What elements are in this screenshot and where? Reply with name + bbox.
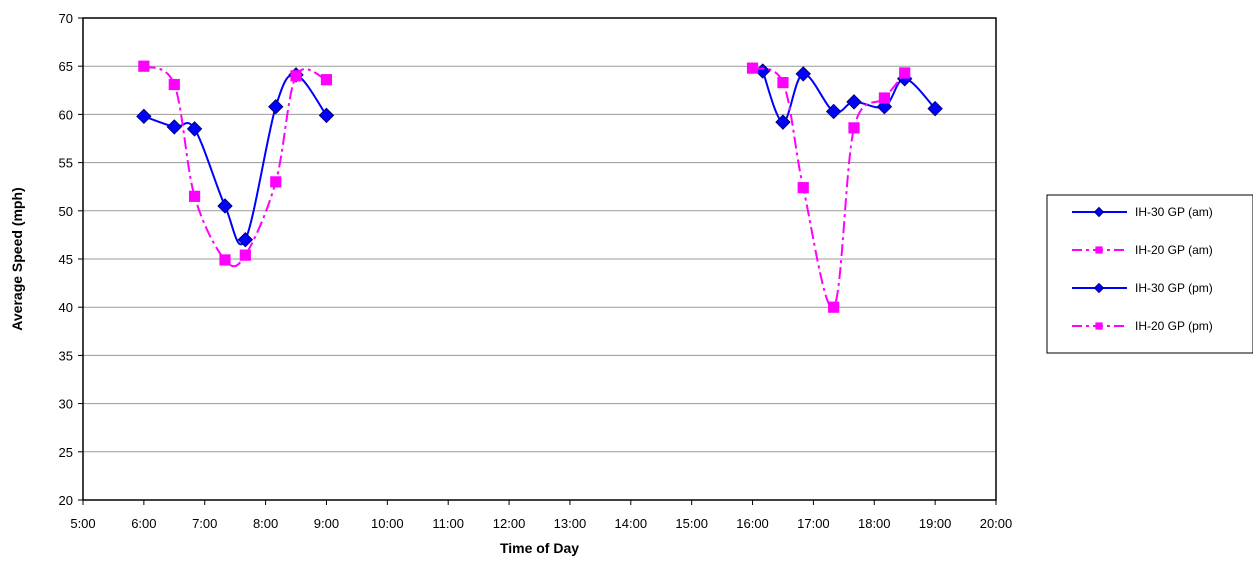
legend-item: IH-20 GP (pm) — [1072, 319, 1213, 333]
y-tick-label: 25 — [59, 445, 73, 460]
legend-item: IH-20 GP (am) — [1072, 243, 1213, 257]
legend-marker — [1093, 206, 1105, 218]
x-tick-label: 17:00 — [797, 516, 830, 531]
x-tick-label: 16:00 — [736, 516, 769, 531]
x-axis: 5:00 6:00 7:00 8:00 9:00 10:00 11:00 12:00 13:00… — [70, 500, 1012, 531]
data-point — [846, 94, 862, 110]
data-point — [186, 121, 203, 137]
data-point — [899, 67, 911, 79]
x-tick-label: 15:00 — [675, 516, 708, 531]
x-tick-label: 13:00 — [554, 516, 587, 531]
legend-label: IH-30 GP (am) — [1135, 205, 1213, 219]
x-tick-label: 12:00 — [493, 516, 526, 531]
x-tick-label: 11:00 — [432, 516, 464, 531]
y-tick-label: 35 — [59, 348, 73, 363]
legend-marker — [1095, 322, 1103, 330]
gridlines — [83, 65, 996, 453]
legend-marker — [1095, 246, 1103, 254]
y-tick-label: 50 — [59, 204, 73, 219]
series-2 — [754, 63, 943, 130]
data-point — [777, 76, 789, 89]
data-point — [795, 66, 811, 82]
x-tick-label: 8:00 — [253, 516, 278, 531]
series-3 — [746, 62, 911, 313]
data-point — [219, 254, 231, 266]
legend-label: IH-20 GP (am) — [1135, 243, 1213, 257]
x-tick-label: 20:00 — [980, 516, 1013, 531]
data-point — [270, 176, 282, 188]
x-tick-label: 18:00 — [858, 516, 891, 531]
x-tick-label: 19:00 — [919, 516, 952, 531]
x-tick-label: 10:00 — [371, 516, 404, 531]
legend-item: IH-30 GP (am) — [1072, 205, 1213, 219]
x-tick-label: 14:00 — [615, 516, 648, 531]
series-0 — [136, 67, 335, 248]
data-point — [290, 70, 302, 82]
y-axis-title: Average Speed (mph) — [9, 187, 25, 330]
data-point — [166, 119, 183, 135]
data-point — [268, 98, 284, 115]
x-tick-label: 7:00 — [192, 516, 217, 531]
data-point — [927, 100, 943, 117]
data-point — [239, 249, 251, 261]
x-axis-title: Time of Day — [500, 540, 579, 556]
y-tick-label: 70 — [59, 11, 73, 26]
y-tick-label: 30 — [59, 397, 73, 412]
legend-item: IH-30 GP (pm) — [1072, 281, 1213, 295]
series-layer — [136, 60, 943, 313]
data-point — [797, 182, 809, 194]
series-1 — [138, 60, 333, 268]
x-tick-label: 9:00 — [314, 516, 339, 531]
legend-label: IH-30 GP (pm) — [1135, 281, 1213, 295]
x-tick-label: 5:00 — [70, 516, 95, 531]
y-tick-label: 65 — [59, 59, 73, 74]
data-point — [320, 74, 333, 86]
legend: IH-30 GP (am) IH-20 GP (am) IH-30 GP (pm) I… — [1046, 194, 1253, 354]
data-point — [825, 103, 842, 120]
series-line — [143, 73, 328, 246]
data-point — [237, 232, 254, 248]
y-tick-label: 55 — [59, 156, 73, 171]
data-point — [138, 60, 150, 72]
y-tick-label: 40 — [59, 300, 73, 315]
x-tick-label: 6:00 — [131, 516, 156, 531]
data-point — [746, 62, 759, 74]
data-point — [848, 122, 860, 134]
y-tick-label: 45 — [59, 252, 73, 267]
legend-marker — [1093, 282, 1105, 294]
data-point — [188, 190, 201, 202]
series-line — [143, 65, 327, 268]
data-point — [136, 108, 152, 125]
y-axis: 20 25 30 35 40 45 50 55 60 65 70 — [59, 11, 83, 508]
data-point — [775, 114, 791, 130]
data-point — [168, 78, 180, 91]
legend-label: IH-20 GP (pm) — [1135, 319, 1213, 333]
y-tick-label: 60 — [59, 107, 73, 122]
data-point — [878, 92, 891, 104]
data-point — [828, 301, 840, 313]
data-point — [318, 107, 335, 124]
data-point — [217, 198, 233, 214]
y-tick-label: 20 — [59, 493, 73, 508]
